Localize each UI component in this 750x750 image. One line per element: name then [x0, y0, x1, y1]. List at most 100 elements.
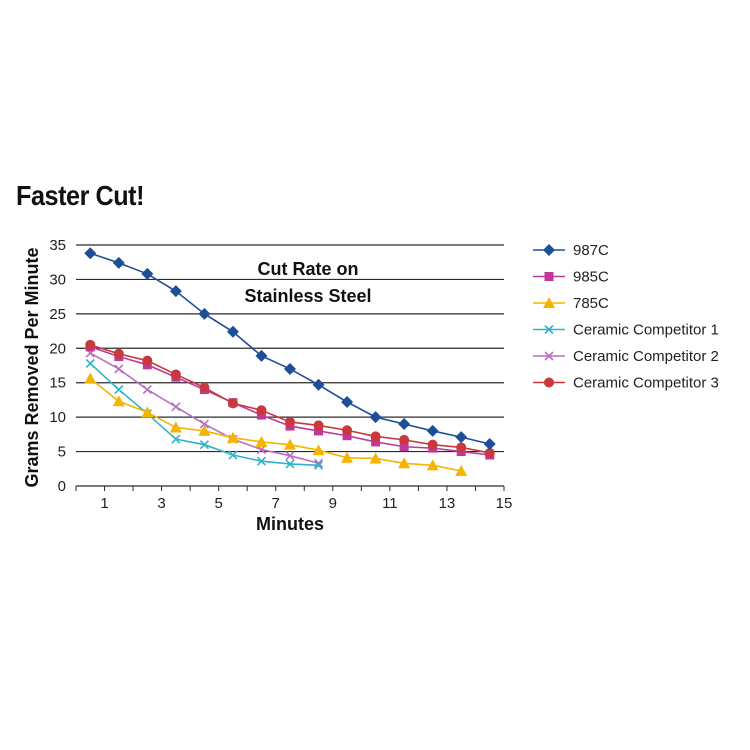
- legend-label: 987C: [573, 242, 609, 259]
- data-point: [285, 459, 295, 469]
- data-point: [342, 425, 353, 436]
- data-point-stroke: [199, 419, 209, 429]
- legend-label: Ceramic Competitor 3: [573, 375, 719, 392]
- data-point: [544, 377, 554, 388]
- x-tick-label: 7: [272, 495, 280, 512]
- data-point: [399, 434, 410, 445]
- data-point: [226, 431, 239, 443]
- data-point: [371, 437, 381, 447]
- series-line: [89, 362, 319, 467]
- y-tick-label: 0: [58, 478, 66, 495]
- data-point: [228, 450, 238, 460]
- data-point: [199, 382, 210, 393]
- data-point: [398, 418, 411, 431]
- y-tick-label: 15: [49, 375, 66, 392]
- data-point: [114, 385, 124, 395]
- data-point-stroke: [544, 351, 554, 361]
- data-point: [341, 395, 354, 408]
- data-point: [255, 349, 268, 362]
- data-point: [341, 451, 354, 463]
- data-point-stroke: [256, 456, 267, 466]
- x-tick-label: 1: [100, 495, 108, 512]
- series-line: [89, 377, 462, 472]
- x-tick-label: 5: [214, 495, 222, 512]
- data-point-stroke: [85, 358, 95, 368]
- legend-entry: Ceramic Competitor 2: [533, 348, 719, 365]
- data-point: [312, 378, 325, 391]
- data-point: [85, 339, 96, 350]
- y-tick-label: 10: [49, 409, 66, 426]
- data-point: [226, 325, 239, 338]
- legend-label: 785C: [573, 295, 609, 312]
- x-tick-label: 13: [439, 495, 456, 512]
- data-point: [171, 402, 181, 412]
- data-point: [170, 369, 181, 380]
- data-point: [313, 420, 324, 431]
- data-point-stroke: [142, 385, 152, 395]
- data-point: [398, 457, 411, 469]
- data-point-stroke: [199, 440, 209, 450]
- data-point: [342, 431, 352, 441]
- data-point: [84, 247, 97, 260]
- legend-entry: Ceramic Competitor 1: [533, 322, 719, 339]
- legend-entry: 987C: [533, 242, 609, 259]
- legend-label: Ceramic Competitor 1: [573, 322, 719, 339]
- data-point: [427, 439, 438, 450]
- data-point: [313, 460, 324, 470]
- x-tick-label: 3: [157, 495, 165, 512]
- data-point: [314, 426, 324, 436]
- data-point: [113, 348, 124, 359]
- data-point: [456, 442, 467, 453]
- data-point: [544, 324, 554, 335]
- data-point: [455, 431, 468, 444]
- data-point: [256, 405, 267, 416]
- y-tick-label: 30: [49, 271, 66, 288]
- data-point: [199, 419, 209, 429]
- data-point: [169, 285, 182, 298]
- y-tick-label: 5: [58, 444, 66, 461]
- y-tick-label: 25: [49, 306, 66, 323]
- y-tick-label: 35: [49, 237, 66, 254]
- data-point-stroke: [114, 364, 124, 374]
- data-point: [141, 267, 154, 280]
- data-point: [369, 452, 382, 464]
- data-point: [544, 351, 554, 361]
- x-tick-label: 15: [496, 495, 513, 512]
- legend-entry: 985C: [533, 269, 609, 286]
- data-point: [285, 416, 295, 427]
- data-point: [85, 358, 95, 368]
- y-axis-title: Grams Removed Per Minute: [22, 247, 42, 487]
- data-point-stroke: [544, 324, 554, 335]
- data-point: [543, 244, 555, 256]
- series-987c: [84, 247, 496, 450]
- data-point-stroke: [228, 450, 238, 460]
- chart-title-line: Stainless Steel: [244, 286, 371, 306]
- data-point: [114, 364, 124, 374]
- data-point: [543, 297, 555, 308]
- data-point: [169, 421, 182, 433]
- data-point: [171, 434, 181, 444]
- data-point-stroke: [171, 434, 181, 444]
- data-point: [198, 307, 211, 320]
- data-point: [227, 398, 238, 409]
- data-point: [256, 456, 267, 466]
- data-point: [544, 272, 554, 281]
- series-ceramic-competitor-1: [85, 358, 324, 470]
- data-point: [312, 444, 325, 456]
- data-point: [284, 362, 296, 375]
- data-point-stroke: [285, 459, 295, 469]
- data-point: [112, 395, 125, 407]
- data-point: [399, 442, 409, 452]
- series-785c: [84, 372, 468, 476]
- legend-label: 985C: [573, 269, 609, 286]
- data-point: [198, 424, 211, 436]
- data-point: [369, 411, 382, 424]
- data-point: [284, 438, 296, 450]
- legend-entry: 785C: [533, 295, 609, 312]
- data-point: [199, 440, 209, 450]
- data-point: [426, 459, 439, 471]
- data-point: [142, 385, 152, 395]
- data-point: [142, 355, 153, 366]
- legend-label: Ceramic Competitor 2: [573, 348, 719, 365]
